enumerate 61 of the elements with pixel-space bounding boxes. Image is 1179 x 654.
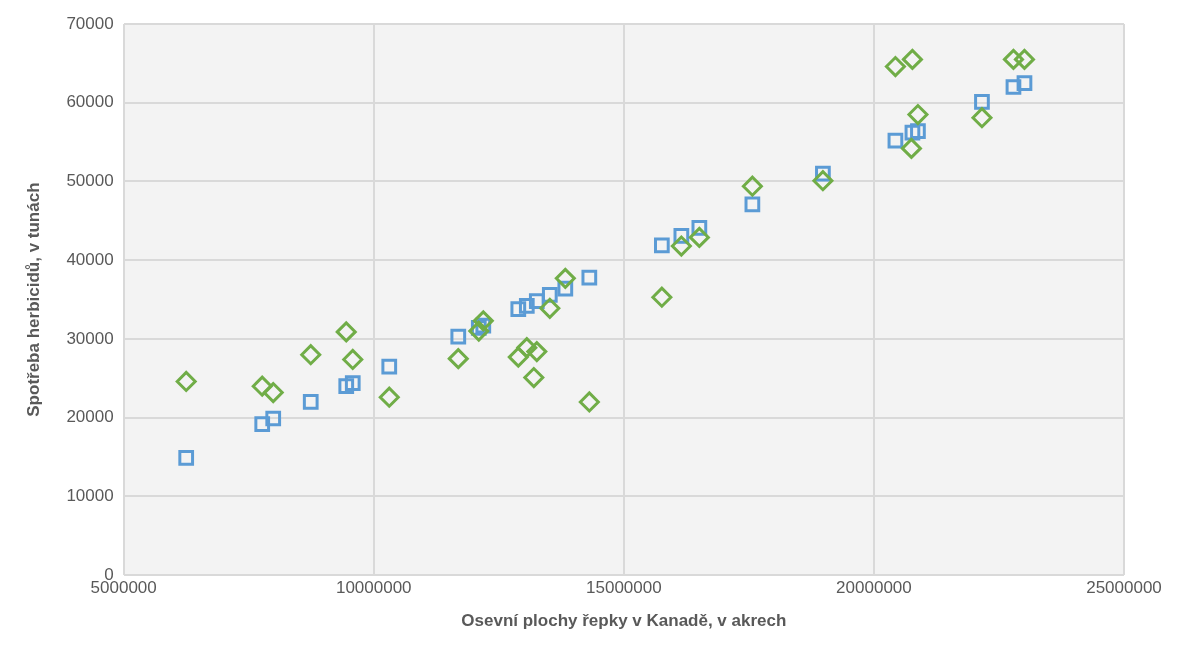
y-tick-label: 20000 [66, 407, 114, 427]
y-tick-label: 40000 [66, 249, 114, 269]
x-tick-label: 10000000 [335, 578, 412, 598]
point [744, 196, 761, 213]
point [907, 104, 929, 126]
point [1016, 75, 1033, 91]
point [578, 391, 600, 413]
point [670, 235, 692, 257]
point [1005, 79, 1022, 95]
point [344, 375, 361, 391]
y-tick-label: 60000 [66, 92, 114, 112]
point [251, 375, 273, 397]
point [904, 124, 921, 141]
point [900, 137, 922, 159]
point [447, 348, 469, 370]
point [342, 348, 364, 370]
point [338, 378, 355, 395]
point [971, 107, 993, 129]
point [516, 337, 538, 359]
point [581, 269, 598, 286]
point [1013, 48, 1035, 70]
point [653, 237, 670, 254]
point [175, 370, 197, 392]
y-tick-label: 10000 [66, 486, 114, 506]
point [302, 394, 319, 410]
point [554, 267, 576, 289]
point [507, 346, 529, 368]
point [450, 328, 467, 345]
point [381, 358, 398, 375]
point [526, 341, 548, 363]
x-tick-label: 15000000 [586, 578, 662, 598]
point [254, 416, 271, 432]
x-tick-label: 25000000 [1086, 578, 1162, 598]
point [468, 320, 490, 342]
point [178, 450, 195, 466]
point [688, 226, 710, 248]
point [523, 367, 545, 389]
y-axis-title: Spotřeba herbicidů, v tunách [23, 182, 43, 417]
point [812, 170, 834, 192]
point [472, 310, 494, 332]
point [1002, 48, 1024, 70]
point [884, 56, 906, 78]
point [651, 286, 673, 308]
point [510, 301, 527, 317]
point [335, 321, 357, 343]
point [741, 175, 763, 197]
y-tick-label: 50000 [66, 171, 114, 191]
point [887, 132, 904, 149]
y-tick-label: 30000 [66, 328, 114, 348]
x-axis-title: Osevní plochy řepky v Kanadě, v akrech [461, 611, 787, 631]
point [378, 386, 400, 408]
y-tick-label: 70000 [66, 13, 114, 33]
point [300, 344, 322, 366]
point [262, 382, 284, 404]
point [518, 298, 535, 314]
point [539, 297, 561, 319]
point [910, 123, 926, 139]
point [265, 410, 282, 427]
x-tick-label: 20000000 [836, 578, 912, 598]
point [974, 94, 990, 110]
point [901, 48, 923, 70]
